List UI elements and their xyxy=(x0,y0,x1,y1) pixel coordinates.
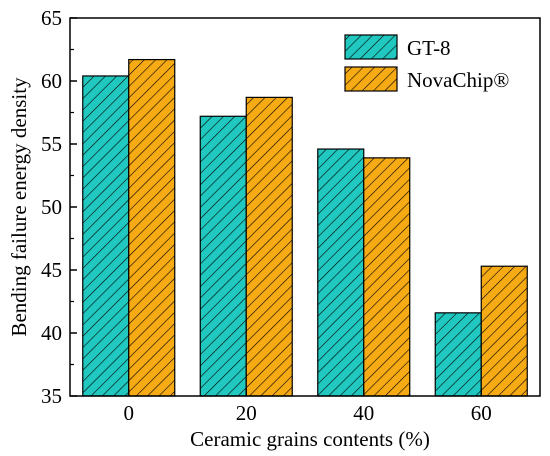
bar-novachip-0 xyxy=(128,58,176,397)
x-axis-label: Ceramic grains contents (%) xyxy=(190,427,430,451)
x-tick-label: 20 xyxy=(236,401,257,425)
y-tick-label: 40 xyxy=(41,321,62,345)
x-axis: 0 20 40 60 xyxy=(124,389,492,425)
legend-swatch xyxy=(344,66,398,92)
legend-label: NovaChip® xyxy=(407,68,509,92)
legend: GT-8 NovaChip® xyxy=(344,34,509,92)
bar-novachip-20 xyxy=(245,96,293,397)
bar-novachip-60 xyxy=(480,265,528,397)
x-tick-label: 0 xyxy=(124,401,135,425)
bar-novachip-40 xyxy=(363,157,411,397)
y-tick-label: 35 xyxy=(41,384,62,408)
y-tick-label: 50 xyxy=(41,195,62,219)
y-tick-label: 65 xyxy=(41,6,62,30)
x-tick-label: 60 xyxy=(471,401,492,425)
bar-gt8-20 xyxy=(199,115,247,397)
legend-label: GT-8 xyxy=(407,36,451,60)
y-axis: 35 40 45 50 55 60 65 xyxy=(41,6,77,408)
legend-swatch xyxy=(344,34,398,60)
y-tick-label: 55 xyxy=(41,132,62,156)
plot-frame xyxy=(69,17,541,397)
x-tick-label: 40 xyxy=(353,401,374,425)
y-tick-label: 60 xyxy=(41,69,62,93)
bar-gt8-60 xyxy=(434,312,482,397)
y-tick-label: 45 xyxy=(41,258,62,282)
y-axis-label: Bending failure energy density xyxy=(7,77,31,337)
bar-gt8-0 xyxy=(82,75,130,397)
bars-group xyxy=(82,58,528,397)
bar-gt8-40 xyxy=(317,148,365,397)
